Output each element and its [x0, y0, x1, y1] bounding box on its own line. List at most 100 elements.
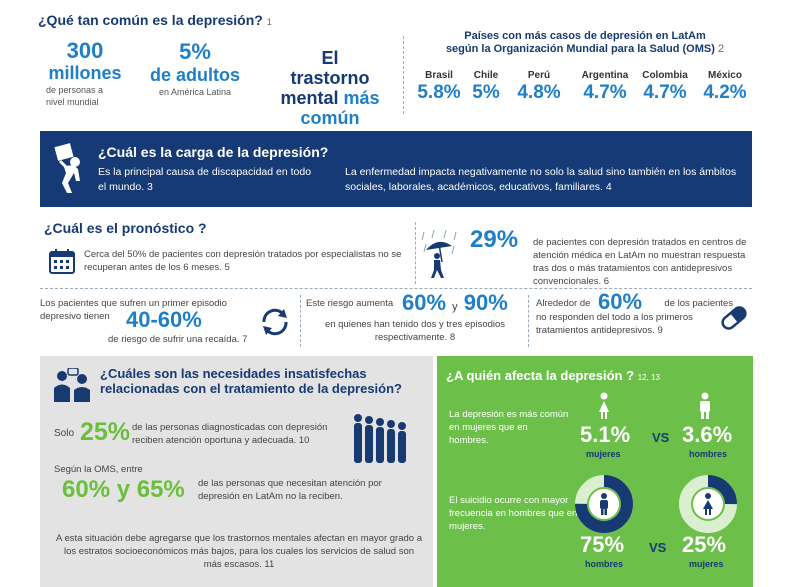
- who-affected-title: ¿A quién afecta la depresión ? 12, 13: [446, 368, 660, 383]
- a1-vs: VS: [652, 430, 670, 445]
- country-value: 5%: [472, 82, 500, 103]
- countries-title: Países con más casos de depresión en Lat…: [420, 30, 750, 56]
- relapse-cycle-icon: [258, 305, 292, 344]
- country-chile: Chile 5%: [466, 70, 506, 105]
- country-mexico: México 4.2%: [696, 70, 754, 105]
- stat1-sub2: nivel mundial: [46, 97, 99, 107]
- stat3-line2a: mental: [280, 88, 339, 108]
- q1-number: 25%: [80, 418, 131, 446]
- female-icon: [596, 392, 612, 425]
- p4-num2: 90%: [463, 290, 508, 315]
- country-value: 4.7%: [583, 82, 627, 103]
- divider: [528, 295, 529, 347]
- male-share-arc: [575, 475, 633, 533]
- a1-male-value: 3.6%: [682, 422, 733, 447]
- q2-label: Según la OMS, entre: [54, 464, 143, 475]
- p4-y: y: [452, 301, 458, 313]
- prognosis-p1-text: Cerca del 50% de pacientes con depresión…: [84, 249, 402, 273]
- country-brasil: Brasil 5.8%: [410, 70, 468, 105]
- countries-title-line2: según la Organización Mundial para la Sa…: [445, 43, 715, 55]
- stat-trastorno-comun: El trastorno mental más común: [280, 48, 380, 128]
- q2-number: 60% y 65%: [62, 476, 185, 503]
- male-share-donut: [574, 474, 634, 539]
- prognosis-p5-text1: Alrededor de de los pacientes: [536, 297, 733, 310]
- who-affected-title-text: ¿A quién afecta la depresión ?: [446, 368, 635, 383]
- a1-female-label: mujeres: [586, 449, 621, 459]
- burden-text2: La enfermedad impacta negativamente no s…: [345, 166, 737, 193]
- burden-banner: ¿Cuál es la carga de la depresión? Es la…: [40, 131, 752, 207]
- unmet-needs-panel: [40, 356, 433, 587]
- stat3-line2b: más: [343, 88, 380, 108]
- pill-icon: [718, 302, 750, 339]
- divider: [300, 295, 301, 347]
- female-share-arc: [679, 475, 737, 533]
- section1-title: ¿Qué tan común es la depresión? 1: [38, 12, 272, 28]
- p5-text1a: Alrededor de: [536, 298, 591, 309]
- prognosis-p4-numbers: 60% y 90%: [402, 290, 508, 316]
- person-carrying-box-icon: [50, 143, 88, 200]
- q2-text: de las personas que necesitan atención p…: [198, 478, 382, 502]
- stat2-sub: en América Latina: [158, 87, 232, 97]
- a2-female-label: mujeres: [689, 559, 724, 569]
- unmet-needs-title: ¿Cuáles son las necesidades insatisfecha…: [100, 366, 402, 396]
- doctor-patient-icon: [50, 367, 96, 409]
- stat-5-adultos: 5% de adultos en América Latina: [150, 40, 240, 98]
- country-value: 4.7%: [643, 82, 687, 103]
- q1-text: de las personas diagnosticadas con depre…: [132, 422, 328, 446]
- p4-num1: 60%: [402, 290, 447, 315]
- stat1-number: 300: [66, 38, 104, 63]
- prognosis-p4-text2: en quienes han tenido dos y tres episodi…: [324, 319, 506, 343]
- male-icon: [697, 392, 713, 425]
- country-argentina: Argentina 4.7%: [574, 70, 636, 105]
- divider: [403, 36, 404, 114]
- a2-female-value: 25%: [682, 532, 727, 557]
- q3-text: A esta situación debe agregarse que los …: [56, 533, 422, 570]
- country-name: Colombia: [642, 70, 688, 81]
- burden-title: ¿Cuál es la carga de la depresión?: [98, 144, 329, 160]
- country-name: México: [708, 70, 742, 81]
- person-umbrella-rain-icon: [420, 229, 460, 285]
- country-name: Brasil: [425, 70, 453, 81]
- q1-label: Solo: [54, 428, 75, 439]
- who-affected-panel: [437, 356, 753, 587]
- burden-text1: Es la principal causa de discapacidad en…: [98, 166, 312, 193]
- countries-title-line1: Países con más casos de depresión en Lat…: [464, 30, 706, 42]
- a1-male-label: hombres: [689, 449, 728, 459]
- prognosis-p2-text: de pacientes con depresión tratados en c…: [533, 237, 747, 287]
- country-name: Chile: [473, 70, 499, 81]
- stat3-line1: El trastorno: [290, 48, 370, 88]
- country-value: 4.8%: [517, 82, 561, 103]
- prognosis-p3-text2: de riesgo de sufrir una recaída. 7: [108, 334, 248, 345]
- country-name: Perú: [527, 70, 551, 81]
- prognosis-p4-text1: Este riesgo aumenta: [306, 298, 394, 309]
- prognosis-p3-text1: Los pacientes que sufren un primer episo…: [40, 298, 227, 322]
- countries-ref: 2: [717, 43, 725, 55]
- stat2-number: 5%: [179, 39, 211, 64]
- a1-female-value: 5.1%: [580, 422, 631, 447]
- prognosis-p5-number: 60%: [598, 289, 643, 314]
- calendar-icon: [48, 247, 76, 280]
- a2-vs: VS: [649, 540, 667, 555]
- stat-300-millones: 300 millones de personas a nivel mundial: [40, 40, 130, 108]
- queue-of-people-icon: [350, 410, 414, 471]
- female-share-donut: [678, 474, 738, 539]
- a2-text: El suicidio ocurre con mayor frecuencia …: [449, 495, 578, 532]
- divider: [40, 288, 752, 289]
- country-value: 5.8%: [417, 82, 461, 103]
- country-peru: Perú 4.8%: [510, 70, 568, 105]
- country-value: 4.2%: [703, 82, 747, 103]
- a2-male-label: hombres: [585, 559, 624, 569]
- prognosis-p2-number: 29%: [470, 226, 519, 253]
- p5-text1b: de los pacientes: [664, 298, 734, 309]
- a1-text: La depresión es más común en mujeres que…: [449, 409, 569, 446]
- stat1-unit: millones: [48, 63, 122, 83]
- divider: [415, 222, 416, 284]
- who-affected-ref: 12, 13: [637, 373, 660, 382]
- a2-male-value: 75%: [580, 532, 625, 557]
- prognosis-p5-text2: no responden del todo a los primeros tra…: [536, 312, 693, 336]
- prognosis-title: ¿Cuál es el pronóstico ?: [44, 220, 207, 236]
- stat1-sub1: de personas a: [46, 85, 104, 95]
- stat3-line3: común: [300, 108, 360, 128]
- country-name: Argentina: [581, 70, 629, 81]
- stat2-unit: de adultos: [150, 65, 241, 85]
